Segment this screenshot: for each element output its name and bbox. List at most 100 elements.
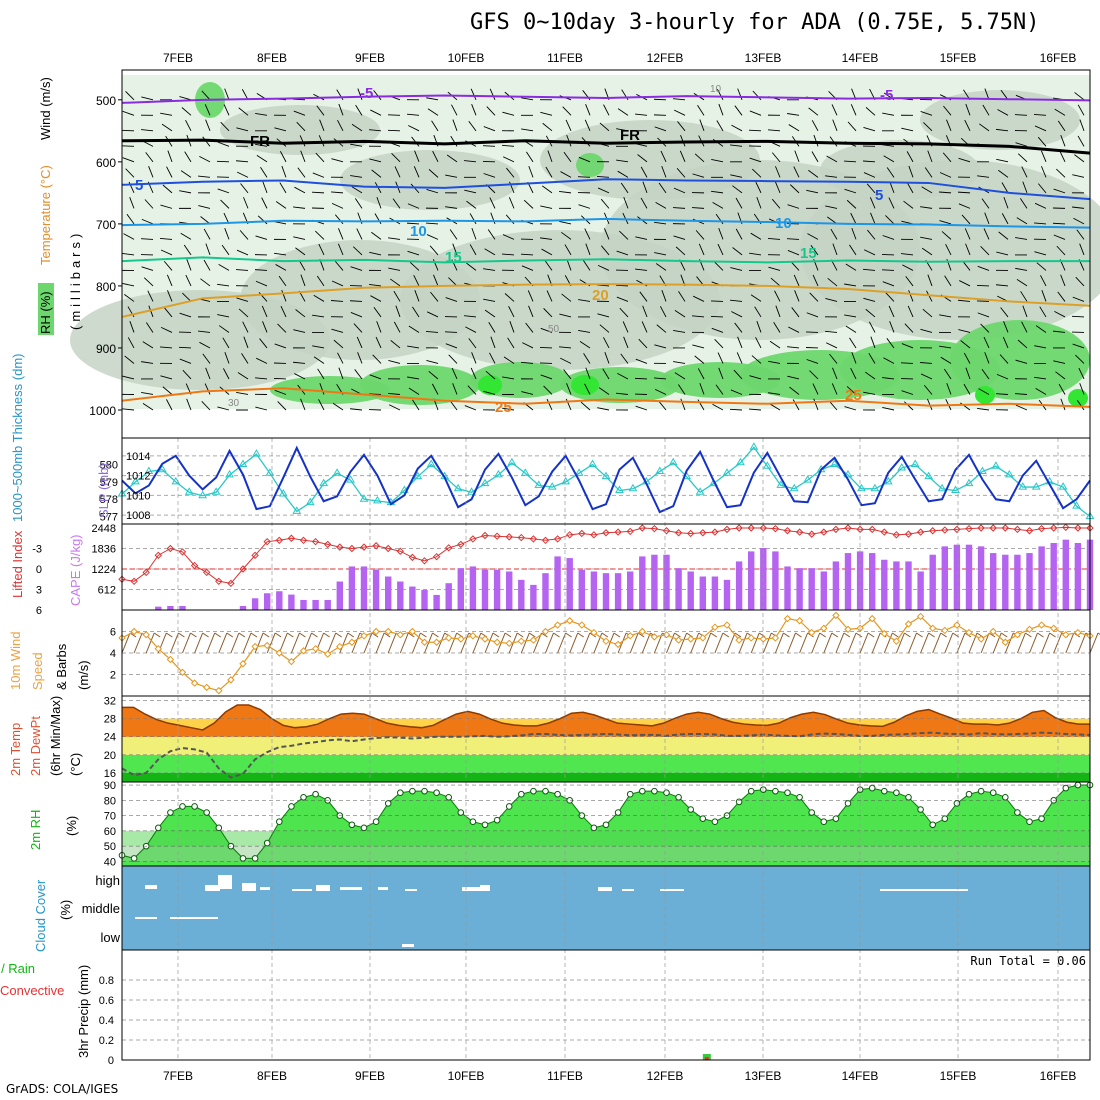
- cape-bar: [457, 568, 464, 610]
- wind-barb: [469, 213, 477, 225]
- wind-barb: [337, 352, 344, 364]
- wind-barb: [978, 388, 990, 395]
- wind-barb: [992, 632, 1002, 654]
- wind-barb: [959, 280, 971, 287]
- wind-barb: [714, 339, 724, 349]
- wind-barb: [369, 284, 382, 287]
- wind-barb: [539, 346, 553, 349]
- wind-barb: [520, 632, 530, 654]
- wind-barb: [373, 306, 382, 318]
- li-point: [541, 536, 550, 545]
- wind-barb: [141, 391, 154, 395]
- wind-barb: [965, 103, 971, 116]
- wind-barb: [279, 182, 287, 194]
- wind-barb: [750, 232, 762, 240]
- wind-barb: [943, 368, 952, 380]
- wind-barb: [274, 343, 287, 349]
- cape-bar: [1026, 553, 1033, 610]
- rh-point: [917, 806, 924, 813]
- wind-barb: [927, 150, 933, 163]
- wind-barb: [484, 632, 494, 654]
- wind-barb: [960, 340, 971, 349]
- wind-barb: [1025, 632, 1032, 638]
- wind-barb: [942, 152, 952, 163]
- wind-barb: [654, 344, 667, 349]
- wind-barb: [977, 175, 990, 178]
- wind-barb: [469, 244, 477, 256]
- wind-barb: [544, 260, 553, 271]
- wind-barb: [634, 377, 648, 380]
- wind-barb: [826, 155, 838, 163]
- wind-barb: [179, 312, 192, 318]
- wind-barb: [237, 171, 249, 178]
- thickness-point: [991, 461, 1001, 469]
- li-point: [396, 547, 405, 555]
- wind-barb: [1019, 198, 1028, 209]
- slp-line: [121, 445, 1091, 514]
- cape-bar: [360, 566, 368, 610]
- wind-barb: [1060, 398, 1066, 411]
- wind-barb: [597, 264, 610, 271]
- cloud-cover-bar: [292, 889, 312, 891]
- cape-bar: [1074, 543, 1082, 610]
- wind-barb: [661, 165, 667, 178]
- wind-barb: [984, 352, 990, 364]
- cape-bar: [530, 584, 537, 610]
- wind-barb: [711, 159, 724, 163]
- wind-barb: [769, 340, 781, 349]
- wind-barb: [714, 632, 724, 654]
- y-tick-label: 1000: [89, 404, 116, 418]
- thickness-point: [547, 482, 557, 490]
- wind-barb: [413, 274, 420, 287]
- thickness-point: [171, 476, 181, 485]
- wind-barb: [604, 352, 610, 364]
- wind-speed-point: [372, 627, 380, 636]
- ylabel-li: Lifted Index: [10, 530, 25, 598]
- wind-barb: [995, 393, 1009, 395]
- wind-barb: [182, 632, 191, 654]
- wind-barb: [697, 105, 705, 116]
- wind-barb: [388, 392, 401, 395]
- wind-barb: [806, 189, 819, 194]
- wind-barb: [958, 203, 971, 209]
- wind-barb: [680, 398, 686, 411]
- wind-barb: [331, 300, 344, 302]
- wind-barb: [145, 632, 155, 654]
- wind-barb: [274, 389, 287, 395]
- wind-barb: [616, 250, 629, 256]
- li-point: [626, 527, 634, 536]
- wind-barb: [504, 293, 515, 302]
- wind-barb: [637, 154, 648, 163]
- cape-bar: [421, 589, 428, 610]
- wind-barb: [122, 282, 135, 287]
- wind-barb: [748, 129, 762, 132]
- wind-barb: [788, 124, 800, 132]
- wind-barb: [1058, 383, 1066, 395]
- ylabel-precip-total: Total / Rain: [0, 961, 35, 976]
- wind-barb: [849, 244, 857, 256]
- wind-barb: [773, 322, 781, 333]
- cape-bar: [445, 583, 452, 610]
- cape-bar: [748, 551, 755, 610]
- wind-barb: [865, 107, 876, 116]
- wind-barb: [1034, 251, 1047, 256]
- y-tick-label: 600: [96, 156, 116, 170]
- wind-barb: [357, 352, 363, 364]
- cape-bar: [1050, 543, 1057, 610]
- cape-bar: [1002, 554, 1009, 610]
- wind-speed-point: [1013, 631, 1022, 639]
- rh-point: [481, 821, 489, 829]
- wind-barb: [338, 367, 344, 380]
- x-tick-label-bottom: 14FEB: [842, 1069, 879, 1083]
- wind-barb: [124, 355, 135, 364]
- rh-point: [251, 855, 259, 862]
- cape-bar: [953, 544, 961, 610]
- wind-barb: [616, 159, 629, 163]
- li-point: [444, 544, 453, 552]
- li-point: [287, 534, 296, 542]
- cloud-cover-bar: [170, 917, 218, 919]
- rh-point: [203, 809, 210, 816]
- cape-bar: [578, 569, 585, 610]
- wind-barb: [1053, 188, 1066, 194]
- rh-shading-mid: [820, 140, 980, 200]
